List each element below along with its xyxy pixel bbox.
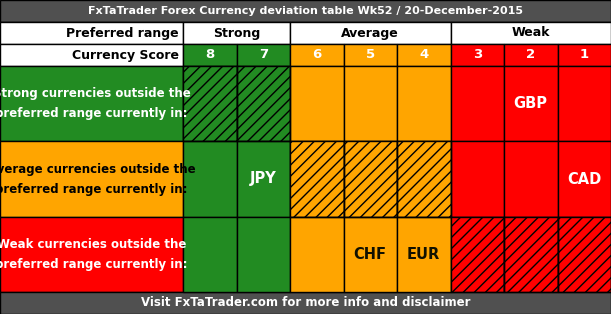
Bar xyxy=(0,0,611,22)
Bar xyxy=(290,217,343,292)
Bar xyxy=(343,141,397,217)
Bar xyxy=(450,141,504,217)
Bar xyxy=(0,217,183,292)
Text: 3: 3 xyxy=(473,48,482,62)
Bar xyxy=(0,292,611,314)
Bar xyxy=(236,66,290,141)
Bar xyxy=(183,66,236,141)
Bar xyxy=(183,44,236,66)
Bar xyxy=(290,22,450,44)
Bar xyxy=(504,217,557,292)
Text: 5: 5 xyxy=(366,48,375,62)
Bar xyxy=(290,141,343,217)
Text: 7: 7 xyxy=(258,48,268,62)
Bar xyxy=(450,44,504,66)
Text: 8: 8 xyxy=(205,48,214,62)
Bar xyxy=(557,66,611,141)
Text: 1: 1 xyxy=(580,48,589,62)
Bar xyxy=(290,141,343,217)
Text: GBP: GBP xyxy=(514,96,547,111)
Bar xyxy=(290,141,343,217)
Bar xyxy=(343,141,397,217)
Bar xyxy=(183,66,236,141)
Bar xyxy=(290,44,343,66)
Bar xyxy=(183,66,236,141)
Bar xyxy=(504,141,557,217)
Text: EUR: EUR xyxy=(407,247,441,262)
Bar xyxy=(236,66,290,141)
Text: CHF: CHF xyxy=(354,247,387,262)
Bar xyxy=(236,44,290,66)
Bar xyxy=(0,66,183,141)
Bar xyxy=(557,141,611,217)
Bar xyxy=(236,141,290,217)
Bar xyxy=(343,44,397,66)
Text: 6: 6 xyxy=(312,48,321,62)
Text: Average currencies outside the
preferred range currently in:: Average currencies outside the preferred… xyxy=(0,163,196,196)
Text: Average: Average xyxy=(342,26,399,40)
Bar xyxy=(0,22,611,44)
Bar xyxy=(0,44,183,66)
Bar xyxy=(450,217,504,292)
Text: Weak currencies outside the
preferred range currently in:: Weak currencies outside the preferred ra… xyxy=(0,238,188,271)
Bar xyxy=(183,141,236,217)
Bar xyxy=(0,141,183,217)
Bar xyxy=(236,217,290,292)
Bar xyxy=(397,141,450,217)
Text: 2: 2 xyxy=(526,48,535,62)
Text: Preferred range: Preferred range xyxy=(67,26,179,40)
Bar xyxy=(557,217,611,292)
Bar xyxy=(450,217,504,292)
Text: FxTaTrader: FxTaTrader xyxy=(200,108,491,250)
Bar xyxy=(397,217,450,292)
Text: Visit FxTaTrader.com for more info and disclaimer: Visit FxTaTrader.com for more info and d… xyxy=(141,296,470,310)
Bar xyxy=(504,44,557,66)
Bar xyxy=(557,217,611,292)
Bar xyxy=(557,44,611,66)
Bar xyxy=(343,66,397,141)
Bar xyxy=(397,44,450,66)
Text: Currency Score: Currency Score xyxy=(72,48,179,62)
Text: FxTaTrader Forex Currency deviation table Wk52 / 20-December-2015: FxTaTrader Forex Currency deviation tabl… xyxy=(88,6,523,16)
Bar xyxy=(504,66,557,141)
Bar xyxy=(397,66,450,141)
Bar xyxy=(450,217,504,292)
Bar xyxy=(343,217,397,292)
Bar xyxy=(504,217,557,292)
Bar xyxy=(236,66,290,141)
Bar xyxy=(290,66,343,141)
Bar xyxy=(450,66,504,141)
Bar xyxy=(504,217,557,292)
Text: Strong currencies outside the
preferred range currently in:: Strong currencies outside the preferred … xyxy=(0,87,191,120)
Text: 4: 4 xyxy=(419,48,428,62)
Bar xyxy=(183,217,236,292)
Bar xyxy=(397,141,450,217)
Text: JPY: JPY xyxy=(250,171,277,187)
Text: CAD: CAD xyxy=(567,171,601,187)
Text: Strong: Strong xyxy=(213,26,260,40)
Bar xyxy=(450,22,611,44)
Bar xyxy=(557,217,611,292)
Bar xyxy=(343,141,397,217)
Text: Weak: Weak xyxy=(511,26,550,40)
Bar xyxy=(0,22,183,44)
Bar xyxy=(183,22,290,44)
Bar xyxy=(397,141,450,217)
